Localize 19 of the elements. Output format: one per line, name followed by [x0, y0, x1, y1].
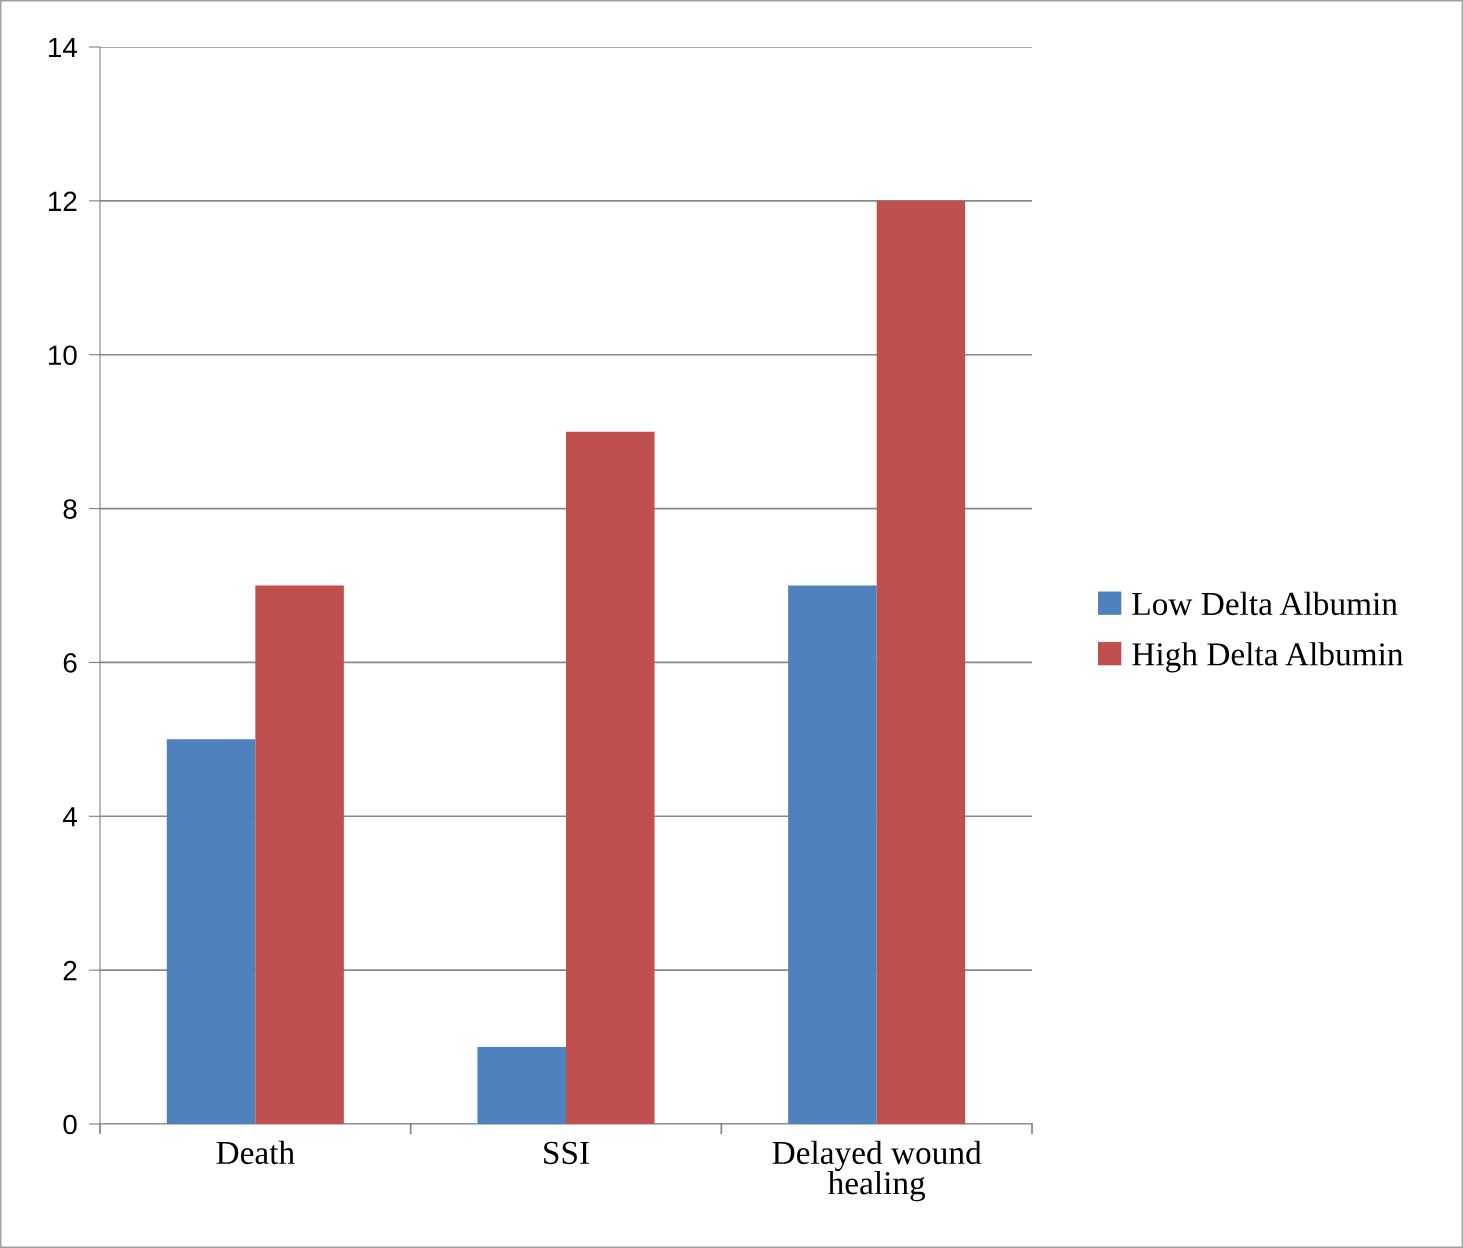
y-tick-label: 8: [63, 499, 77, 519]
bar: [788, 585, 877, 1124]
bar: [255, 585, 344, 1124]
bar: [566, 431, 655, 1124]
legend-label: Low Delta Albumin: [1132, 591, 1398, 616]
y-tick-label: 2: [63, 960, 77, 981]
y-tick-label: 4: [62, 807, 77, 827]
y-tick-label: 6: [63, 653, 77, 673]
x-tick-label: Death: [216, 1140, 295, 1165]
y-tick-label: 14: [49, 37, 77, 58]
bar: [876, 200, 966, 1124]
x-tick-label: SSI: [544, 1141, 589, 1165]
y-tick-label: 0: [63, 1114, 77, 1135]
x-tick-label: Delayed wound healing: [772, 1140, 982, 1202]
y-tick-label: 12: [49, 191, 77, 211]
y-tick-label: 10: [49, 345, 77, 366]
bar: [477, 1047, 566, 1124]
legend-label: High Delta Albumin: [1132, 642, 1404, 673]
bar: [166, 739, 256, 1124]
